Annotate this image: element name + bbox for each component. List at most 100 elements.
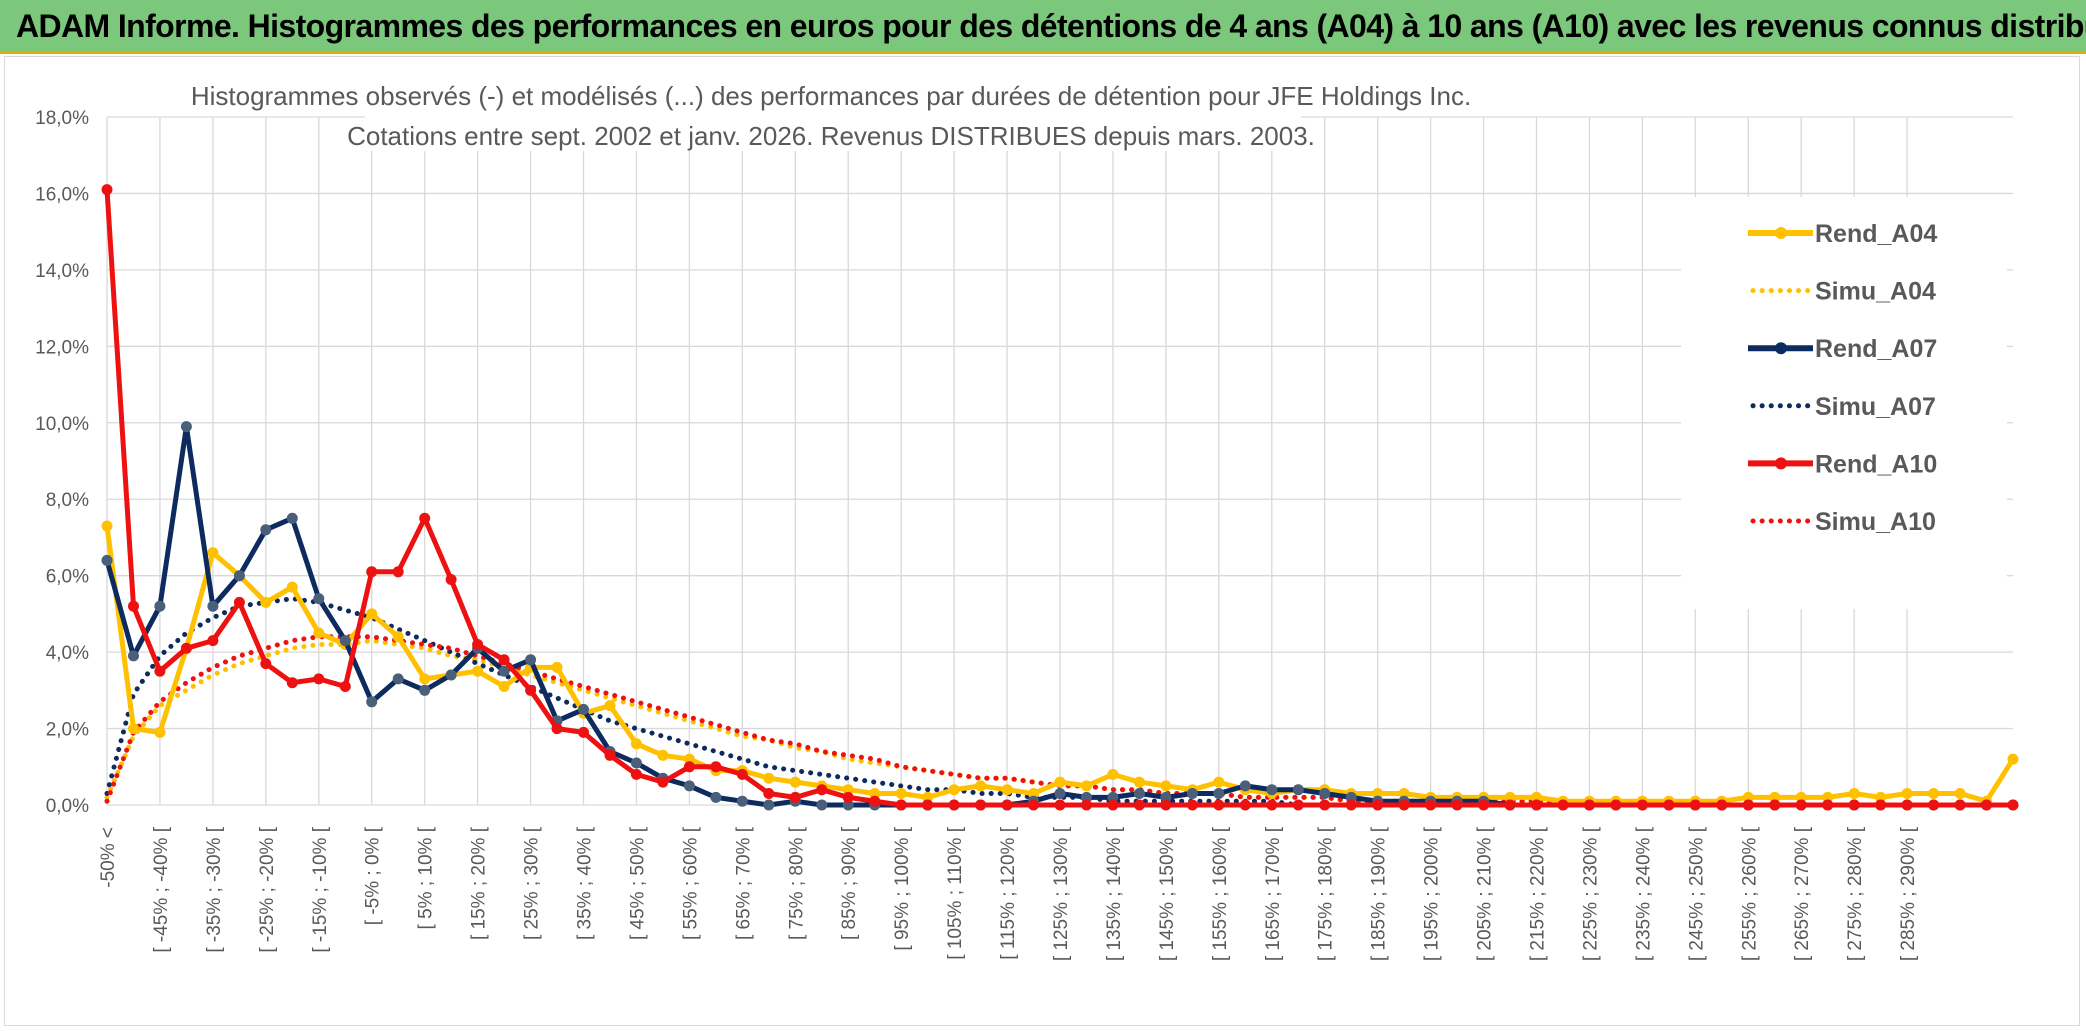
data-point [1531,799,1542,811]
y-tick-label: 4,0% [46,643,89,664]
data-point [1398,799,1410,811]
data-point [763,799,775,811]
data-point [366,566,378,578]
data-point [101,554,113,566]
x-tick-label: [ 205% ; 210% [ [1475,826,1496,961]
data-point [2007,753,2019,765]
data-point [895,788,907,799]
data-point [657,776,669,788]
legend-marker [1775,457,1787,470]
data-point [419,684,431,696]
data-point [683,780,695,792]
data-point [233,570,245,582]
x-tick-label: [ -45% ; -40% [ [151,826,172,952]
data-point [1478,799,1490,811]
y-tick-label: 2,0% [46,720,89,741]
data-point [154,665,166,677]
y-tick-label: 14,0% [35,261,89,282]
y-tick-label: 16,0% [35,184,89,205]
y-tick-label: 12,0% [35,337,89,358]
data-point [736,795,748,807]
data-point [1054,788,1066,799]
legend: Rend_A04 Simu_A04 Rend_A07 Simu_A07 Rend_A10… [1681,197,2007,609]
data-point [551,723,563,735]
legend-marker [1775,227,1787,239]
data-point [1557,799,1569,811]
data-point [1160,780,1172,792]
x-tick-label: [ 5% ; 10% [ [416,826,437,929]
data-point [472,665,484,677]
legend-label: Rend_A10 [1815,450,1937,478]
data-point [498,681,510,692]
banner: ADAM Informe. Histogrammes des performan… [0,0,2086,54]
data-point [710,761,722,773]
data-point [1133,776,1145,788]
data-point [683,761,695,773]
x-tick-label: [ -25% ; -20% [ [257,826,278,952]
data-point [1133,799,1145,811]
data-point [1636,799,1648,811]
data-point [498,665,510,677]
data-point [1954,799,1966,811]
data-point [1822,799,1834,811]
data-point [1213,788,1225,799]
data-point [1372,788,1384,799]
chart: 0,0% 2,0% 4,0% 6,0% 8,0% 10,0% 12,0% 14,0% 16,0%… [35,77,2019,961]
data-point [207,635,219,647]
data-point [710,791,722,803]
x-tick-label: [ 45% ; 50% [ [627,826,648,940]
data-point [1081,799,1092,811]
data-point [604,700,616,712]
legend-label: Rend_A07 [1815,335,1937,363]
y-tick-label: 10,0% [35,414,89,435]
legend-item-Rend_A10: Rend_A10 [1748,450,1937,478]
data-point [128,650,139,662]
x-tick-label: -50% < [98,827,119,888]
data-point [1266,799,1278,811]
x-tick-label: [ 125% ; 130% [ [1051,826,1072,961]
x-tick-label: [ 165% ; 170% [ [1263,826,1284,961]
data-point [816,799,828,811]
data-point [551,661,563,673]
data-point [1319,788,1331,799]
data-point [260,596,272,608]
data-point [1345,791,1357,803]
data-point [1663,799,1675,811]
data-point [445,669,457,681]
data-point [1081,791,1092,803]
data-point [578,703,589,715]
series-line [104,596,2016,808]
data-point [842,791,854,803]
data-point [1292,784,1304,796]
data-point [1107,799,1119,811]
data-point [1213,776,1225,788]
data-point [1398,788,1410,799]
data-point [578,726,589,738]
data-point [498,654,510,666]
data-point [1186,799,1198,811]
data-point [1795,791,1807,803]
chart-subtitle: Cotations entre sept. 2002 et janv. 2026… [347,121,1315,151]
data-point [1292,799,1304,811]
data-point [101,184,113,196]
data-point [1954,788,1966,799]
x-tick-label: [ 15% ; 20% [ [469,826,490,940]
data-point [207,547,219,559]
data-point [525,654,537,666]
data-point [975,799,987,811]
data-point [1107,768,1119,780]
data-point [842,799,854,811]
x-tick-label: [ 115% ; 120% [ [998,826,1019,959]
legend-label: Simu_A07 [1815,393,1936,421]
data-point [392,566,404,578]
data-point [1028,799,1039,811]
data-point [1239,780,1251,792]
series-Rend_A10 [101,184,2019,811]
data-point [1583,799,1595,811]
legend-label: Rend_A04 [1815,220,1937,248]
data-point [1875,799,1887,811]
data-point [1345,799,1357,811]
series-group [101,184,2019,811]
data-point [1504,799,1516,811]
data-point [1001,799,1013,811]
